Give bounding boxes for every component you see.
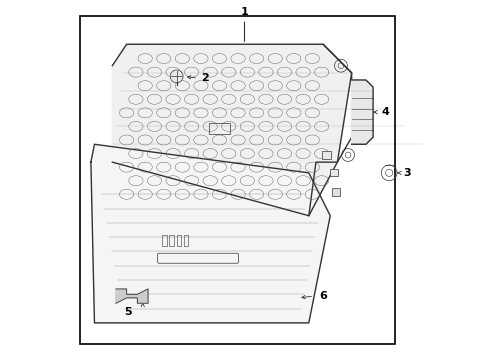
Bar: [322, 152, 330, 158]
Text: 2: 2: [201, 73, 209, 83]
Polygon shape: [112, 44, 351, 216]
Bar: [162, 235, 166, 246]
Text: 4: 4: [381, 107, 389, 117]
Bar: [183, 235, 188, 246]
Polygon shape: [116, 289, 148, 303]
Bar: [331, 188, 339, 196]
Text: 6: 6: [319, 291, 326, 301]
Text: 1: 1: [240, 7, 248, 17]
Polygon shape: [351, 80, 372, 144]
Polygon shape: [91, 144, 329, 323]
Bar: [176, 235, 181, 246]
Bar: [169, 235, 173, 246]
Circle shape: [170, 70, 183, 83]
Text: 5: 5: [124, 307, 132, 317]
Bar: [208, 123, 230, 134]
Bar: [80, 16, 394, 344]
Bar: [329, 169, 337, 176]
Text: 3: 3: [403, 168, 410, 178]
